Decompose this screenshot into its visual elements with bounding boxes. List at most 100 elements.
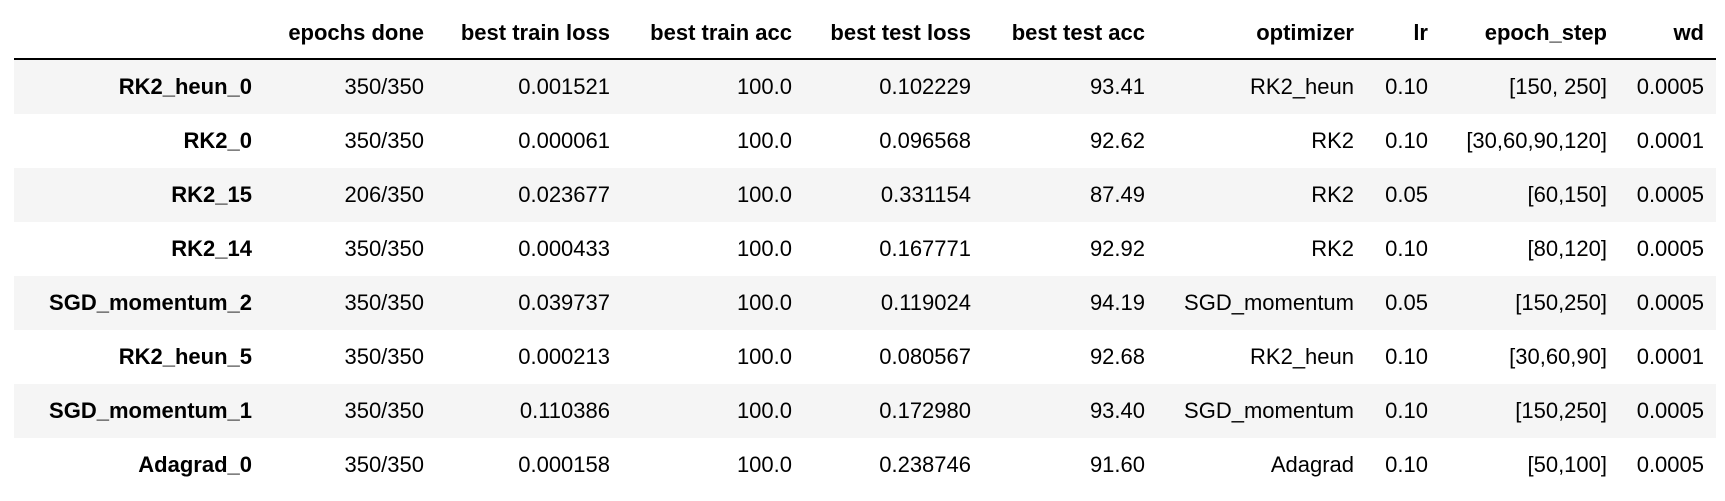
cell-best-test-loss: 0.167771 [879, 236, 971, 261]
cell-epoch-step: [30,60,90] [1509, 344, 1607, 369]
cell-wd: 0.0001 [1636, 344, 1704, 369]
cell-lr: 0.10 [1385, 344, 1428, 369]
cell-best-test-loss: 0.172980 [879, 398, 971, 423]
cell-best-test-loss: 0.102229 [879, 74, 971, 99]
cell-lr: 0.05 [1385, 290, 1428, 315]
cell-epoch-step: [150,250] [1515, 290, 1607, 315]
cell-epochs-done: 350/350 [344, 74, 424, 99]
cell-epochs-done: 350/350 [344, 398, 424, 423]
cell-epoch-step: [80,120] [1527, 236, 1607, 261]
cell-best-test-acc: 93.41 [1089, 74, 1145, 99]
row-label: SGD_momentum_2 [49, 290, 252, 315]
cell-best-train-acc: 100.0 [736, 128, 792, 153]
cell-best-test-acc: 91.60 [1089, 452, 1145, 477]
header-wd: wd [1619, 8, 1716, 60]
cell-optimizer: RK2 [1311, 128, 1354, 153]
row-label: Adagrad_0 [138, 452, 252, 477]
header-epochs-done: epochs done [264, 8, 436, 60]
table-row: Adagrad_0 350/350 0.000158 100.0 0.238746 91.… [14, 438, 1716, 492]
cell-wd: 0.0001 [1636, 128, 1704, 153]
cell-best-train-loss: 0.001521 [518, 74, 610, 99]
cell-best-test-acc: 92.62 [1089, 128, 1145, 153]
cell-optimizer: RK2_heun [1250, 344, 1354, 369]
cell-best-train-loss: 0.039737 [518, 290, 610, 315]
cell-best-test-loss: 0.119024 [880, 290, 971, 315]
row-label: RK2_14 [171, 236, 252, 261]
cell-best-test-loss: 0.080567 [879, 344, 971, 369]
row-label: RK2_15 [171, 182, 252, 207]
header-epoch-step: epoch_step [1440, 8, 1619, 60]
cell-epochs-done: 350/350 [344, 128, 424, 153]
table-row: RK2_14 350/350 0.000433 100.0 0.167771 92.92 R… [14, 222, 1716, 276]
header-best-train-acc: best train acc [622, 8, 804, 60]
table-row: SGD_momentum_2 350/350 0.039737 100.0 0.1190… [14, 276, 1716, 330]
cell-epochs-done: 350/350 [344, 452, 424, 477]
cell-best-train-loss: 0.000158 [518, 452, 610, 477]
cell-optimizer: RK2_heun [1250, 74, 1354, 99]
cell-best-train-loss: 0.110386 [519, 398, 610, 423]
header-row: epochs done best train loss best train a… [14, 8, 1716, 60]
cell-lr: 0.10 [1385, 398, 1428, 423]
table-row: RK2_15 206/350 0.023677 100.0 0.331154 87.49 R… [14, 168, 1716, 222]
cell-best-train-loss: 0.000213 [518, 344, 610, 369]
cell-best-train-acc: 100.0 [736, 398, 792, 423]
cell-optimizer: SGD_momentum [1184, 398, 1354, 423]
table-header: epochs done best train loss best train a… [14, 8, 1716, 60]
cell-best-train-acc: 100.0 [736, 290, 792, 315]
header-index [14, 8, 264, 60]
cell-best-train-acc: 100.0 [736, 74, 792, 99]
cell-epoch-step: [30,60,90,120] [1466, 128, 1607, 153]
row-label: RK2_heun_0 [118, 74, 252, 99]
cell-lr: 0.10 [1385, 128, 1428, 153]
cell-optimizer: Adagrad [1270, 452, 1354, 477]
row-label: RK2_heun_5 [118, 344, 252, 369]
cell-lr: 0.10 [1385, 236, 1428, 261]
cell-best-test-acc: 92.68 [1089, 344, 1145, 369]
cell-best-train-loss: 0.023677 [518, 182, 610, 207]
table-row: SGD_momentum_1 350/350 0.110386 100.0 0.1729… [14, 384, 1716, 438]
cell-best-train-acc: 100.0 [736, 236, 792, 261]
cell-epoch-step: [60,150] [1527, 182, 1607, 207]
cell-best-train-acc: 100.0 [736, 344, 792, 369]
table-row: RK2_heun_5 350/350 0.000213 100.0 0.080567 92… [14, 330, 1716, 384]
header-optimizer: optimizer [1157, 8, 1366, 60]
results-table: epochs done best train loss best train a… [14, 8, 1716, 492]
row-label: SGD_momentum_1 [49, 398, 252, 423]
cell-best-test-acc: 92.92 [1089, 236, 1145, 261]
cell-lr: 0.10 [1385, 452, 1428, 477]
header-best-train-loss: best train loss [436, 8, 622, 60]
table-body: RK2_heun_0 350/350 0.001521 100.0 0.102229 93… [14, 59, 1716, 492]
cell-best-test-loss: 0.096568 [879, 128, 971, 153]
cell-best-train-acc: 100.0 [736, 182, 792, 207]
cell-epoch-step: [50,100] [1527, 452, 1607, 477]
cell-best-train-loss: 0.000433 [518, 236, 610, 261]
cell-wd: 0.0005 [1636, 290, 1704, 315]
header-lr: lr [1366, 8, 1440, 60]
cell-epoch-step: [150, 250] [1509, 74, 1607, 99]
cell-epochs-done: 350/350 [344, 344, 424, 369]
cell-wd: 0.0005 [1636, 182, 1704, 207]
row-label: RK2_0 [183, 128, 252, 153]
results-table-container: epochs done best train loss best train a… [14, 8, 1716, 492]
cell-best-test-acc: 93.40 [1089, 398, 1145, 423]
cell-epochs-done: 206/350 [344, 182, 424, 207]
cell-best-train-loss: 0.000061 [518, 128, 610, 153]
cell-optimizer: SGD_momentum [1184, 290, 1354, 315]
cell-wd: 0.0005 [1636, 74, 1704, 99]
cell-best-test-acc: 94.19 [1089, 290, 1145, 315]
cell-best-train-acc: 100.0 [736, 452, 792, 477]
cell-best-test-acc: 87.49 [1089, 182, 1145, 207]
cell-best-test-loss: 0.238746 [879, 452, 971, 477]
cell-lr: 0.10 [1385, 74, 1428, 99]
cell-optimizer: RK2 [1311, 236, 1354, 261]
table-row: RK2_heun_0 350/350 0.001521 100.0 0.102229 93… [14, 59, 1716, 114]
cell-epoch-step: [150,250] [1515, 398, 1607, 423]
cell-optimizer: RK2 [1311, 182, 1354, 207]
header-best-test-loss: best test loss [804, 8, 983, 60]
cell-wd: 0.0005 [1636, 398, 1704, 423]
cell-wd: 0.0005 [1636, 236, 1704, 261]
cell-lr: 0.05 [1385, 182, 1428, 207]
cell-wd: 0.0005 [1636, 452, 1704, 477]
cell-epochs-done: 350/350 [344, 236, 424, 261]
cell-best-test-loss: 0.331154 [880, 182, 971, 207]
